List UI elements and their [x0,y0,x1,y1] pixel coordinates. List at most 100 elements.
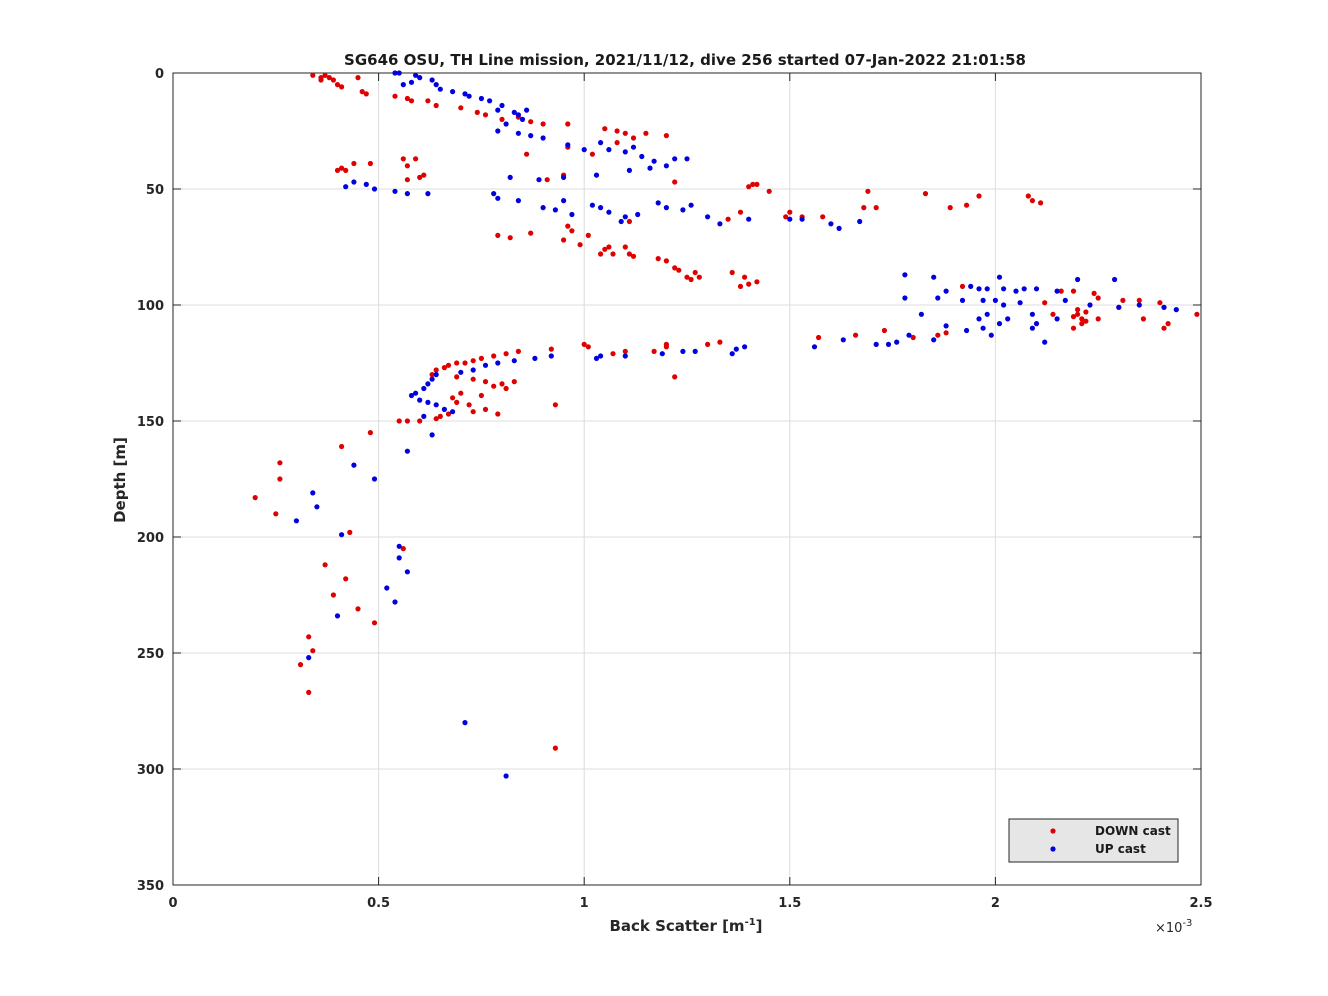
data-point [433,416,439,422]
data-point [355,75,361,81]
data-point [528,133,534,139]
data-point [737,283,744,289]
data-point [552,207,559,213]
x-tick-label: 0 [168,896,177,911]
data-point [729,269,735,276]
data-point [651,348,657,354]
data-point [964,202,970,208]
data-point [918,311,925,317]
data-point [754,181,760,187]
data-point [984,286,990,292]
data-point [367,430,373,436]
legend-label-up-cast: UP cast [1095,842,1146,856]
data-point [511,379,517,385]
data-point [392,93,398,99]
data-point [622,214,628,220]
data-point [363,91,369,97]
data-point [363,181,369,187]
data-point [1083,309,1089,315]
data-point [478,95,484,102]
data-point [1042,339,1048,345]
data-point [528,119,534,125]
data-point [766,188,772,194]
data-point [1161,304,1167,310]
data-point [598,353,604,359]
data-point [511,358,517,364]
data-point [343,576,349,582]
data-point [676,267,682,273]
data-point [404,177,410,183]
data-point [1075,311,1081,317]
data-point [334,82,341,88]
data-point [306,689,312,696]
data-point [894,339,900,345]
data-point [1165,321,1171,327]
data-point [450,395,456,401]
data-point [491,353,497,359]
y-tick-label: 200 [137,531,164,546]
data-point [672,374,678,380]
data-point [297,662,304,668]
data-point [976,316,982,322]
data-point [1075,276,1081,283]
data-point [445,362,452,368]
data-point [355,606,361,612]
plot-area [172,72,1202,886]
data-point [466,402,472,408]
data-point [552,402,559,408]
data-point [1116,304,1122,310]
data-point [861,205,867,211]
data-point [1140,316,1146,322]
data-point [1062,297,1068,303]
data-point [688,276,694,283]
data-point [1017,300,1023,306]
data-point [680,348,686,354]
data-point [1079,316,1085,322]
data-point [922,191,929,197]
y-tick-label: 250 [137,647,164,662]
data-point [306,655,312,661]
data-point [565,223,571,229]
data-point [959,297,966,303]
data-point [618,218,624,225]
data-point [672,179,678,185]
data-point [865,188,871,194]
data-point [495,107,501,113]
data-point [322,72,328,78]
data-point [1075,307,1081,313]
data-point [343,167,349,173]
data-point [392,599,398,605]
data-point [450,409,456,415]
data-point [1112,276,1118,283]
data-point [437,86,443,92]
data-point [458,390,464,396]
data-point [425,381,431,387]
data-point [454,360,460,366]
data-point [326,75,332,81]
y-tick-label: 350 [137,879,164,894]
data-point [1157,300,1163,306]
data-point [943,330,949,336]
data-point [1054,288,1060,294]
data-point [1005,316,1011,322]
data-point [1033,286,1040,292]
data-point [853,332,859,338]
data-point [630,253,637,259]
y-axis-label: Depth [m] [111,437,129,523]
data-point [507,235,513,241]
data-point [507,174,513,180]
chart-title: SG646 OSU, TH Line mission, 2021/11/12, … [344,51,1026,69]
data-point [931,337,937,343]
data-point [343,184,349,190]
data-point [421,413,427,419]
data-point [495,360,501,366]
data-point [1173,307,1179,313]
data-point [799,216,805,222]
data-point [503,385,509,392]
data-point [310,648,316,654]
data-point [1083,318,1089,324]
data-point [754,279,760,285]
data-point [1029,311,1035,317]
data-point [602,126,608,132]
data-point [429,376,435,382]
